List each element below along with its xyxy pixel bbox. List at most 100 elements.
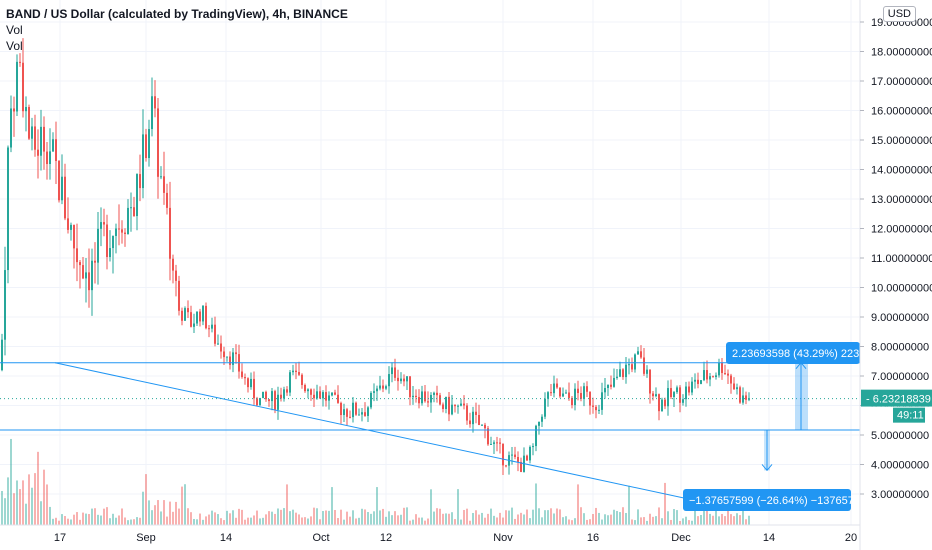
price-axis: 19.0000000018.0000000017.0000000016.0000… [860,17,932,501]
volume-bar [43,469,45,525]
volume-bar [748,515,750,525]
volume-bar [628,485,630,525]
candle-body [436,392,438,396]
candle-body [472,411,474,425]
volume-bar [7,477,9,525]
volume-bar [250,517,252,525]
volume-bar [280,509,282,525]
candle-body [559,387,561,397]
candle-body [565,392,567,394]
volume-bar [334,509,336,525]
countdown-label-bg [893,407,925,423]
volume-bar [442,513,444,525]
volume-bar [103,508,105,525]
candle-body [124,232,126,235]
candle-body [709,376,711,380]
volume-bar [76,512,78,525]
candle-body [343,409,345,416]
price-tick-label: 15.00000000 [871,135,932,147]
volume-bar [520,512,522,525]
volume-bar [157,500,159,525]
candle-body [385,386,387,389]
candle-body [706,370,708,380]
candle-body [547,392,549,399]
candle-body [4,270,6,340]
candle-body [499,442,501,444]
candle-body [286,389,288,393]
candle-body [685,386,687,400]
candle-body [130,207,132,209]
candle-body [445,396,447,409]
candle-body [196,311,198,324]
volume-bar [541,517,543,525]
volume-bar [163,500,165,525]
candle-body [703,370,705,381]
volume-bar [643,517,645,525]
candle-body [85,272,87,279]
volume-bar [580,507,582,525]
candle-body [319,391,321,399]
candle-body [637,351,639,355]
candle-body [409,376,411,398]
candle-body [166,192,168,208]
measure-down-label-bg [683,489,851,511]
volume-bar [55,517,57,525]
volume-bar [526,509,528,525]
candlesticks [1,38,750,476]
candle-body [457,405,459,407]
candle-body [280,394,282,399]
currency-button[interactable]: USD [882,6,916,22]
volume-bar [268,511,270,525]
candle-body [406,376,408,382]
volume-bar [460,519,462,525]
time-tick-label: 14 [220,532,232,544]
candle-body [325,392,327,401]
volume-bar [259,518,261,525]
candle-body [586,386,588,392]
price-tick-label: 16.00000000 [871,106,932,118]
volume-bar [394,511,396,525]
volume-bar [547,510,549,525]
candle-body [220,343,222,352]
candle-body [511,454,513,456]
candle-body [172,258,174,271]
candle-body [199,311,201,322]
candle-body [478,414,480,425]
measure-up-label: 2.23693598 (43.29%) 22369359 [732,348,890,360]
candle-body [742,395,744,403]
volume-bar [349,516,351,525]
candle-body [349,416,351,418]
candle-body [646,369,648,374]
candle-body [121,229,123,233]
candle-body [427,401,429,403]
candle-body [142,134,144,189]
chart-legend: BAND / US Dollar (calculated by TradingV… [6,6,348,54]
candle-body [454,404,456,407]
volume-bar [67,518,69,525]
candle-body [631,364,633,370]
volume-bar [133,519,135,525]
candle-body [148,129,150,159]
volume-bar [622,507,624,525]
volume-bar [415,514,417,525]
candle-body [544,398,546,417]
volume-bar [85,513,87,525]
volume-bar [34,473,36,525]
volume-bar [454,519,456,525]
volume-bar [697,516,699,525]
volume-bar [688,520,690,525]
volume-bar [502,517,504,525]
candle-body [670,388,672,398]
candle-body [379,385,381,389]
volume-bar [379,510,381,525]
volume-bar [127,520,129,525]
volume-bar [160,511,162,525]
candle-body [388,374,390,387]
candle-body [298,372,300,375]
candle-body [301,374,303,386]
time-tick-label: 14 [763,532,775,544]
volume-bar [64,516,66,525]
price-tick-label: 17.00000000 [871,76,932,88]
candle-body [736,387,738,390]
